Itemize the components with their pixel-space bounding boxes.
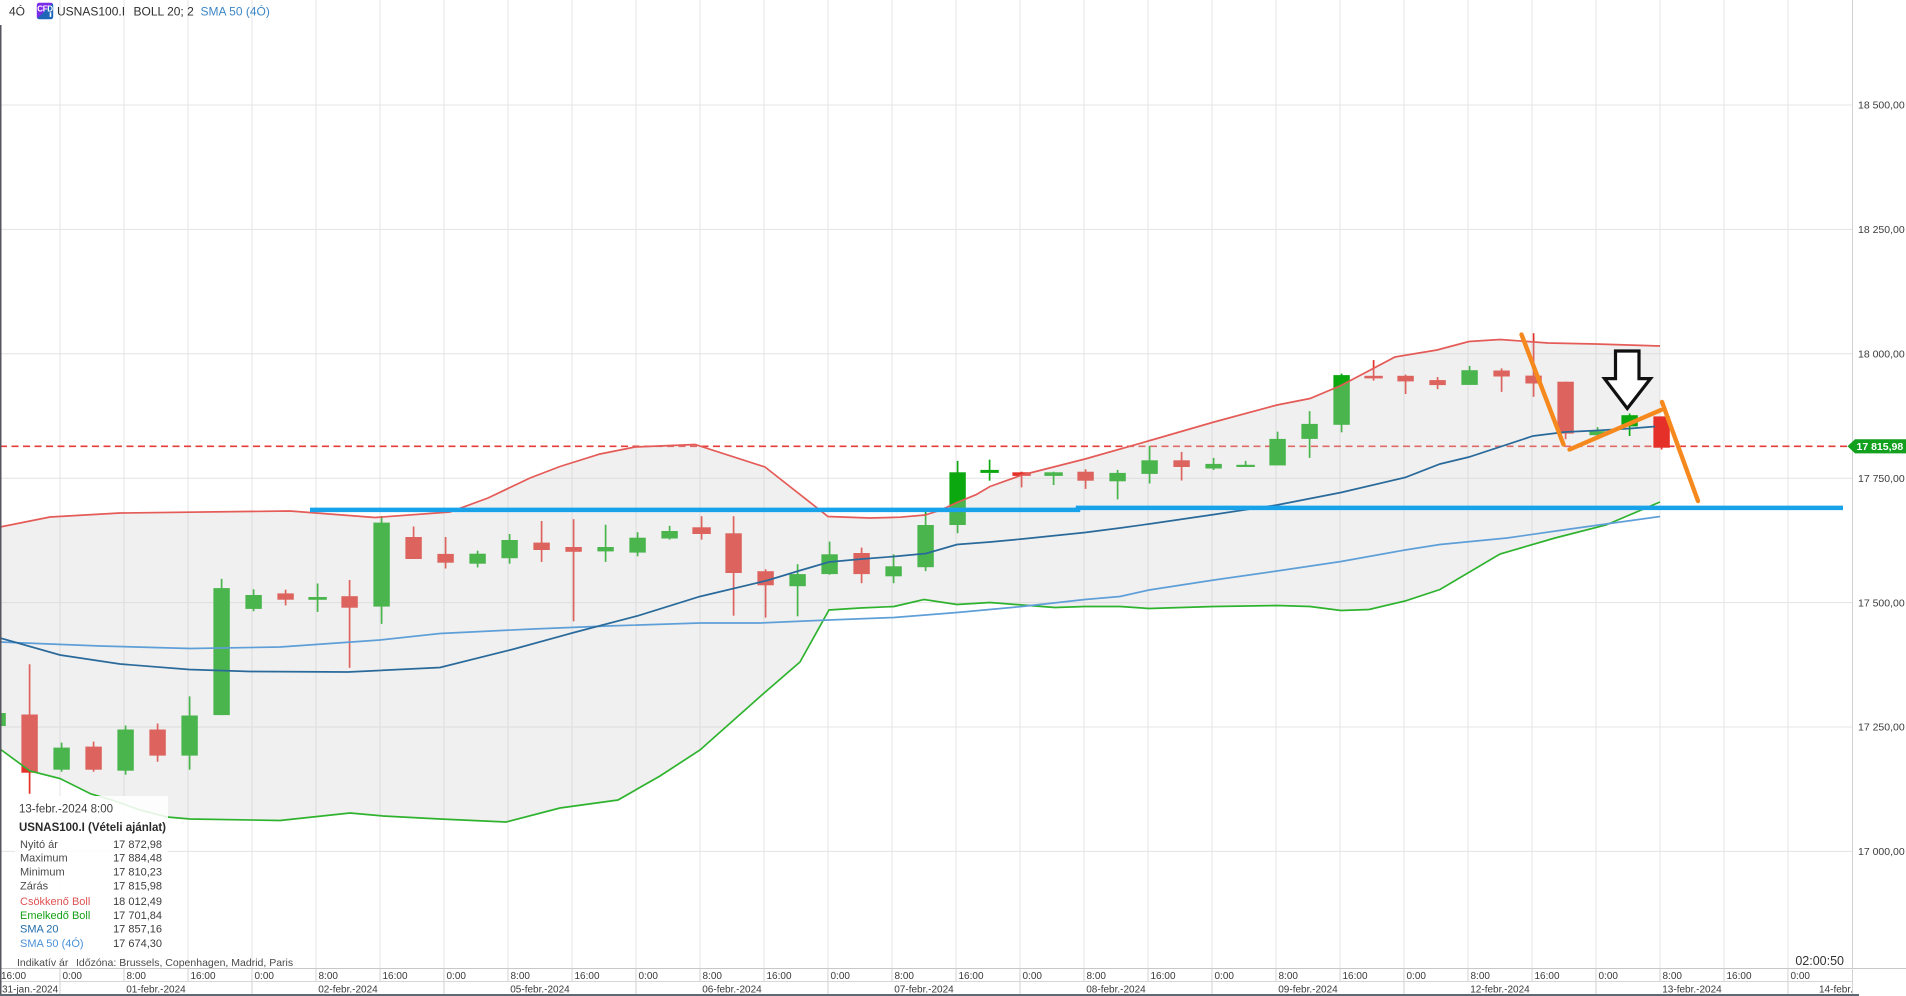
svg-text:16:00: 16:00 xyxy=(1343,971,1368,982)
svg-text:0:00: 0:00 xyxy=(639,971,659,982)
svg-text:09-febr.-2024: 09-febr.-2024 xyxy=(1278,985,1338,996)
svg-text:16:00: 16:00 xyxy=(383,971,408,982)
svg-text:16:00: 16:00 xyxy=(191,971,216,982)
svg-text:SMA 20: SMA 20 xyxy=(20,924,59,936)
svg-text:08-febr.-2024: 08-febr.-2024 xyxy=(1086,985,1146,996)
svg-text:17 250,00: 17 250,00 xyxy=(1858,722,1905,734)
svg-text:05-febr.-2024: 05-febr.-2024 xyxy=(510,985,570,996)
svg-text:17 810,23: 17 810,23 xyxy=(113,867,162,879)
svg-text:16:00: 16:00 xyxy=(575,971,600,982)
svg-text:06-febr.-2024: 06-febr.-2024 xyxy=(702,985,762,996)
svg-text:14-febr.-2024: 14-febr.-2024 xyxy=(1819,985,1879,996)
svg-text:0:00: 0:00 xyxy=(447,971,467,982)
svg-text:17 815,98: 17 815,98 xyxy=(1857,441,1904,453)
svg-text:BOLL 20; 2: BOLL 20; 2 xyxy=(134,5,195,19)
svg-text:8:00: 8:00 xyxy=(1663,971,1683,982)
svg-text:0:00: 0:00 xyxy=(1215,971,1235,982)
svg-text:Minimum: Minimum xyxy=(20,867,65,879)
svg-text:17 000,00: 17 000,00 xyxy=(1858,846,1905,858)
svg-text:8:00: 8:00 xyxy=(895,971,915,982)
svg-text:0:00: 0:00 xyxy=(831,971,851,982)
svg-text:17 884,48: 17 884,48 xyxy=(113,853,162,865)
svg-text:17 872,98: 17 872,98 xyxy=(113,839,162,851)
svg-text:13-febr.-2024: 13-febr.-2024 xyxy=(1662,985,1722,996)
svg-text:Indikatív ár: Indikatív ár xyxy=(17,957,69,969)
svg-text:8:00: 8:00 xyxy=(1087,971,1107,982)
svg-text:0:00: 0:00 xyxy=(1599,971,1619,982)
svg-text:8:00: 8:00 xyxy=(511,971,531,982)
svg-text:Időzóna: Brussels, Copenhagen,: Időzóna: Brussels, Copenhagen, Madrid, P… xyxy=(76,957,293,969)
svg-text:17 750,00: 17 750,00 xyxy=(1858,473,1905,485)
svg-text:16:00: 16:00 xyxy=(959,971,984,982)
svg-text:Emelkedő Boll: Emelkedő Boll xyxy=(20,910,90,922)
svg-text:CFD: CFD xyxy=(37,4,53,13)
svg-text:16:00: 16:00 xyxy=(1727,971,1752,982)
svg-text:0:00: 0:00 xyxy=(1791,971,1811,982)
svg-text:USNAS100.I: USNAS100.I xyxy=(57,5,125,19)
svg-text:Nyitó ár: Nyitó ár xyxy=(20,839,58,851)
svg-text:07-febr.-2024: 07-febr.-2024 xyxy=(894,985,954,996)
svg-text:17 500,00: 17 500,00 xyxy=(1858,597,1905,609)
svg-text:8:00: 8:00 xyxy=(703,971,723,982)
svg-text:Maximum: Maximum xyxy=(20,853,68,865)
svg-text:18 500,00: 18 500,00 xyxy=(1858,100,1905,112)
svg-text:02-febr.-2024: 02-febr.-2024 xyxy=(318,985,378,996)
svg-text:0:00: 0:00 xyxy=(1407,971,1427,982)
svg-text:Zárás: Zárás xyxy=(20,880,49,892)
svg-text:17 674,30: 17 674,30 xyxy=(113,938,162,950)
svg-text:0:00: 0:00 xyxy=(255,971,275,982)
svg-text:16:00: 16:00 xyxy=(767,971,792,982)
svg-text:18 250,00: 18 250,00 xyxy=(1858,224,1905,236)
svg-text:02:00:50: 02:00:50 xyxy=(1795,954,1844,968)
svg-text:31-jan.-2024: 31-jan.-2024 xyxy=(2,985,59,996)
svg-text:SMA 50 (4Ó): SMA 50 (4Ó) xyxy=(201,4,270,19)
svg-text:12-febr.-2024: 12-febr.-2024 xyxy=(1470,985,1530,996)
svg-text:0:00: 0:00 xyxy=(63,971,83,982)
svg-text:17 815,98: 17 815,98 xyxy=(113,880,162,892)
svg-text:16:00: 16:00 xyxy=(1535,971,1560,982)
svg-text:SMA 50 (4Ó): SMA 50 (4Ó) xyxy=(20,937,84,950)
svg-text:USNAS100.I (Vételi ajánlat): USNAS100.I (Vételi ajánlat) xyxy=(19,822,166,834)
svg-text:13-febr.-2024 8:00: 13-febr.-2024 8:00 xyxy=(19,804,113,816)
svg-text:8:00: 8:00 xyxy=(1279,971,1299,982)
svg-text:0:00: 0:00 xyxy=(1023,971,1043,982)
svg-text:17 701,84: 17 701,84 xyxy=(113,910,162,922)
svg-text:8:00: 8:00 xyxy=(319,971,339,982)
svg-text:8:00: 8:00 xyxy=(127,971,147,982)
svg-text:Csökkenő Boll: Csökkenő Boll xyxy=(20,896,90,908)
svg-text:18 012,49: 18 012,49 xyxy=(113,896,162,908)
svg-text:16:00: 16:00 xyxy=(1151,971,1176,982)
svg-text:4Ó: 4Ó xyxy=(9,4,25,19)
svg-text:01-febr.-2024: 01-febr.-2024 xyxy=(126,985,186,996)
svg-text:18 000,00: 18 000,00 xyxy=(1858,348,1905,360)
svg-text:8:00: 8:00 xyxy=(1471,971,1491,982)
svg-text:16:00: 16:00 xyxy=(1,971,26,982)
svg-text:17 857,16: 17 857,16 xyxy=(113,924,162,936)
